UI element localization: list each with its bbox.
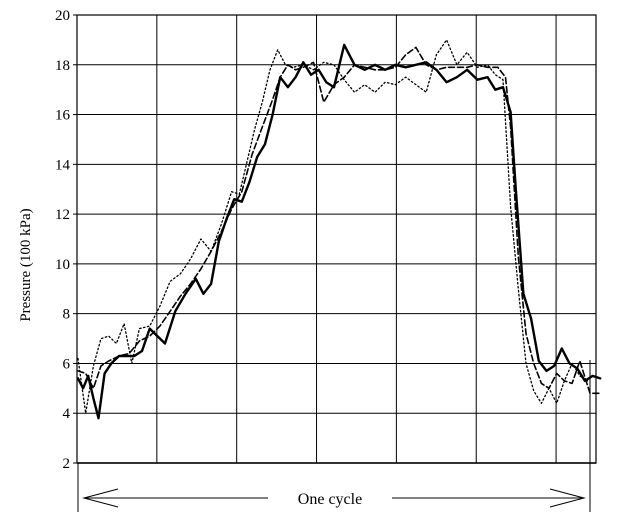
series-lines [76,39,602,420]
cycle-annotation: One cycle [77,360,591,512]
y-tick-label: 14 [55,157,71,173]
series-line-solid [76,43,602,420]
y-tick-labels: 2 4 6 8 10 12 14 16 18 20 [55,8,77,472]
y-axis-label: Pressure (100 kPa) [18,208,34,321]
series-line-dashed [77,46,601,395]
y-tick-label: 16 [55,108,71,124]
y-tick-label: 4 [63,406,71,422]
left-arrowhead-icon [82,488,119,508]
y-tick-label: 6 [63,356,71,372]
y-tick-label: 10 [55,257,70,273]
y-tick-label: 12 [55,207,70,223]
right-arrowhead-icon [549,488,586,508]
y-tick-label: 18 [55,58,70,74]
y-tick-label: 2 [63,456,71,472]
series-line-dotted [77,39,589,414]
grid [76,14,597,464]
cycle-label: One cycle [298,491,362,508]
y-tick-label: 8 [63,307,71,323]
y-tick-label: 20 [55,8,70,24]
